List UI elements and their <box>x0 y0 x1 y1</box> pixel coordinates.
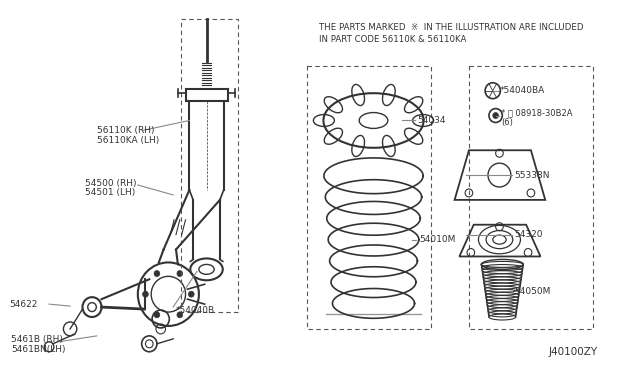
Circle shape <box>188 291 194 297</box>
Text: 56110K (RH): 56110K (RH) <box>97 126 154 135</box>
Text: *54040B: *54040B <box>176 305 215 315</box>
Text: 54501 (LH): 54501 (LH) <box>85 189 136 198</box>
Circle shape <box>177 270 182 276</box>
Text: 54050M: 54050M <box>515 287 551 296</box>
Ellipse shape <box>493 113 499 119</box>
Text: * Ⓝ 08918-30B2A: * Ⓝ 08918-30B2A <box>501 108 573 117</box>
Circle shape <box>154 270 160 276</box>
Text: THE PARTS MARKED  ※  IN THE ILLUSTRATION ARE INCLUDED: THE PARTS MARKED ※ IN THE ILLUSTRATION A… <box>319 23 584 32</box>
Text: 54320: 54320 <box>515 230 543 239</box>
Circle shape <box>177 312 182 318</box>
Text: 54010M: 54010M <box>419 235 456 244</box>
Text: IN PART CODE 56110K & 56110KA: IN PART CODE 56110K & 56110KA <box>319 35 467 44</box>
Text: 5461BN(LH): 5461BN(LH) <box>11 345 65 354</box>
Text: 55338N: 55338N <box>515 171 550 180</box>
Text: 54034: 54034 <box>417 116 446 125</box>
Circle shape <box>154 312 160 318</box>
Text: 54500 (RH): 54500 (RH) <box>85 179 137 187</box>
Text: (6): (6) <box>501 118 513 127</box>
Text: J40100ZY: J40100ZY <box>548 347 598 357</box>
Circle shape <box>143 291 148 297</box>
Text: 54622: 54622 <box>9 299 37 309</box>
Text: 5461B (RH): 5461B (RH) <box>11 335 63 344</box>
Text: 56110KA (LH): 56110KA (LH) <box>97 136 159 145</box>
Text: *54040BA: *54040BA <box>499 86 545 95</box>
